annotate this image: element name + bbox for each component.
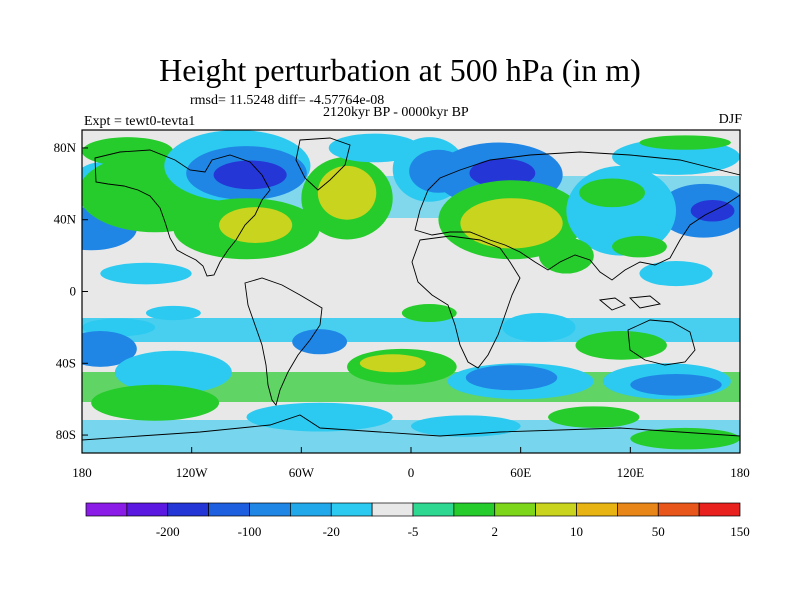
map-title: Height perturbation at 500 hPa (in m) — [159, 52, 641, 88]
experiment-label: Expt = tewt0-tevta1 — [84, 114, 196, 129]
y-tick-label: 40S — [56, 355, 76, 370]
field-region — [612, 235, 667, 258]
colorbar-label: -200 — [156, 524, 180, 539]
coast-greenland — [295, 137, 351, 191]
colorbar-label: -20 — [323, 524, 340, 539]
field-region — [465, 365, 558, 391]
colorbar-bin — [126, 502, 169, 517]
colorbar-bin — [290, 502, 332, 517]
x-tick-label: 180 — [730, 465, 750, 480]
field-region — [411, 415, 521, 437]
field-region — [114, 350, 232, 394]
rmsd-stats: rmsd= 11.5248 diff= -4.57764e-08 — [190, 93, 385, 108]
colorbar-bin — [85, 502, 128, 517]
colorbar-bin — [494, 502, 536, 517]
field-region — [359, 354, 426, 373]
field-region — [639, 135, 731, 150]
colorbar-label: 150 — [730, 524, 750, 539]
colorbar-label: 50 — [652, 524, 665, 539]
height-field — [82, 130, 740, 453]
field-region — [548, 406, 640, 428]
field-region — [91, 384, 220, 421]
field-region — [460, 198, 563, 249]
field-region — [213, 160, 287, 190]
colorbar-bin — [412, 502, 455, 517]
period-label: 2120kyr BP - 0000kyr BP — [323, 105, 469, 120]
colorbar-bin — [249, 502, 291, 517]
y-tick-label: 0 — [70, 284, 77, 299]
colorbar-label: -5 — [408, 524, 419, 539]
x-tick-label: 180 — [72, 465, 92, 480]
colorbar-bin — [208, 502, 250, 517]
colorbar-bin — [535, 502, 577, 517]
y-tick-label: 80N — [54, 140, 77, 155]
colorbar-bin — [617, 502, 659, 517]
field-region — [538, 237, 594, 274]
colorbar-bin — [330, 502, 373, 517]
field-region — [579, 178, 645, 208]
field-region — [145, 305, 201, 321]
field-region — [82, 330, 137, 367]
x-tick-label: 120E — [617, 465, 645, 480]
colorbar-label: 10 — [570, 524, 583, 539]
season-label: DJF — [718, 112, 742, 127]
coast-australia — [627, 319, 696, 366]
field-region — [401, 304, 457, 323]
coast-africa — [411, 235, 521, 369]
coast-eurasia — [414, 151, 740, 281]
field-region — [630, 427, 740, 450]
y-tick-label: 80S — [56, 427, 76, 442]
coast-south-america — [244, 277, 323, 406]
field-region — [502, 313, 576, 342]
map-axes: 180 120W 60W 0 60E 120E 180 80N 40N 0 40S 80S — [54, 140, 750, 480]
colorbar-bin — [576, 502, 618, 517]
field-region — [219, 207, 293, 244]
x-tick-label: 60E — [510, 465, 531, 480]
colorbar-bin — [698, 502, 741, 517]
colorbar-bin — [657, 502, 700, 517]
colorbar: -200 -100 -20 -5 2 10 50 150 — [85, 502, 750, 539]
field-region — [317, 165, 377, 220]
coast-antarctica — [82, 414, 740, 441]
field-region — [630, 374, 722, 396]
x-tick-label: 60W — [289, 465, 315, 480]
field-region — [292, 329, 348, 355]
coast-indonesia — [598, 295, 662, 311]
colorbar-bin — [371, 502, 414, 517]
colorbar-label: 2 — [492, 524, 499, 539]
field-region — [100, 262, 192, 285]
field-region — [575, 330, 667, 360]
coastlines — [82, 137, 740, 441]
coast-north-america — [94, 149, 271, 277]
colorbar-bin — [167, 502, 209, 517]
field-region — [639, 260, 713, 287]
field-region — [469, 158, 536, 188]
colorbar-bin — [453, 502, 496, 517]
field-region — [246, 402, 393, 432]
x-tick-label: 120W — [176, 465, 209, 480]
colorbar-label: -100 — [238, 524, 262, 539]
x-tick-label: 0 — [408, 465, 415, 480]
y-tick-label: 40N — [54, 212, 77, 227]
